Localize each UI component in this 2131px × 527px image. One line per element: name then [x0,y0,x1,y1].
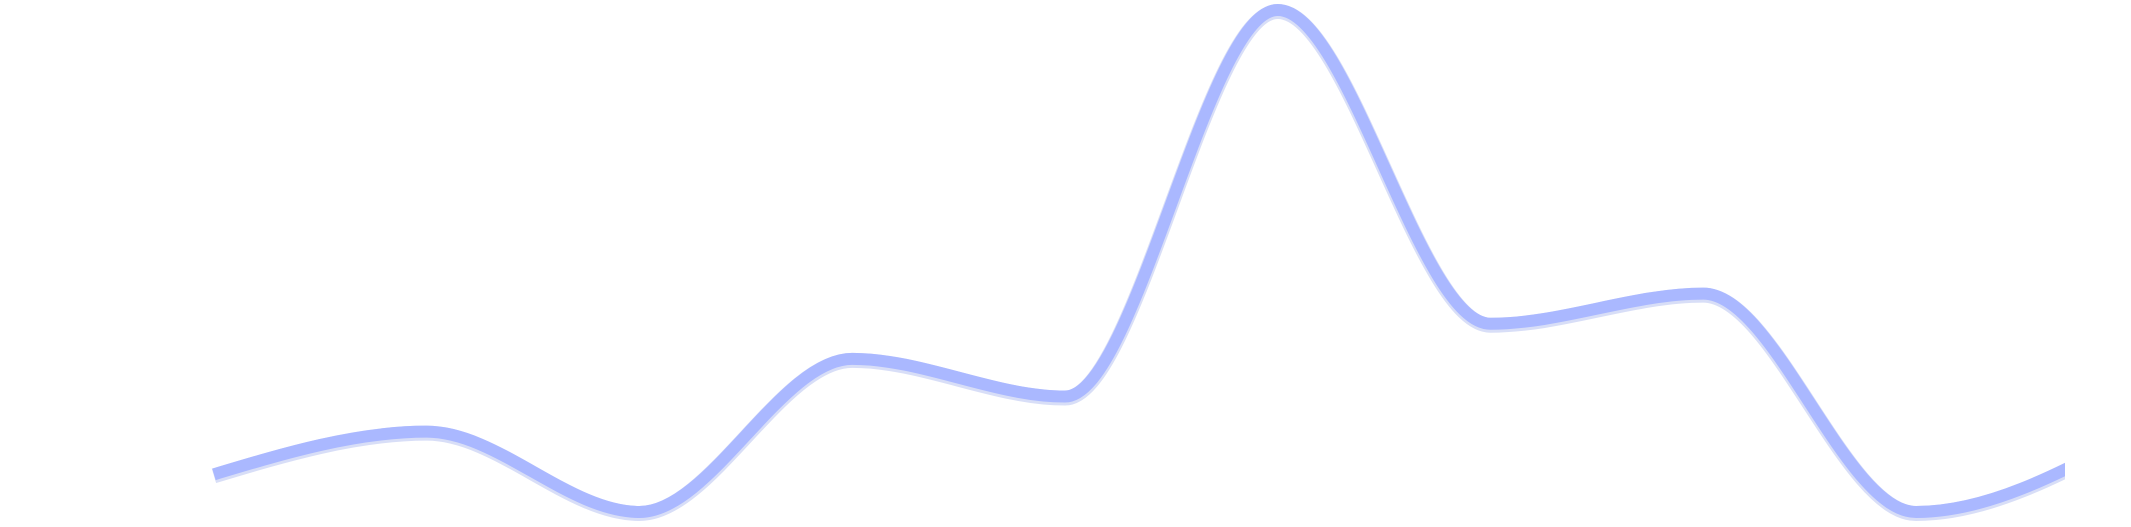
series-layer [211,4,2065,521]
series-line [212,4,2065,518]
data-point [1697,288,1709,300]
data-point [1272,4,1284,16]
data-point [1910,506,1922,518]
data-point [208,468,220,480]
data-point [633,506,645,518]
data-point [421,426,433,438]
data-point [1485,318,1497,330]
data-point [2123,431,2131,443]
data-point [1059,391,1071,403]
series-line-shadow [211,4,2065,521]
data-point [846,353,858,365]
